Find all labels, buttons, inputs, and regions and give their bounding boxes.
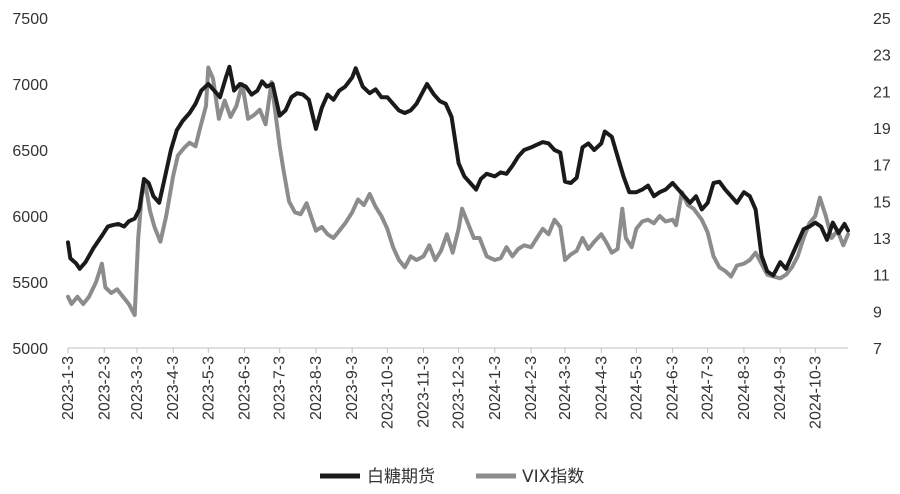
- right-axis-tick-label: 25: [873, 11, 891, 28]
- right-y-axis: 7 9 11 13 15 17 19 21 23 25: [873, 11, 891, 358]
- right-axis-tick-label: 11: [873, 268, 890, 285]
- x-axis-tick-label: 2024-8-3: [736, 356, 753, 420]
- x-axis-tick-label: 2023-8-3: [308, 356, 325, 420]
- left-axis-tick-label: 7500: [12, 11, 48, 28]
- x-axis-tick-label: 2024-3-3: [557, 356, 574, 420]
- left-axis-tick-label: 6500: [12, 143, 48, 160]
- x-axis-tick-label: 2023-6-3: [237, 356, 254, 420]
- x-axis-tick-label: 2023-3-3: [129, 356, 146, 420]
- x-axis-tick-label: 2024-9-3: [772, 356, 789, 420]
- right-axis-tick-label: 17: [873, 158, 891, 175]
- vix-index-line: [66, 65, 850, 317]
- left-axis-tick-label: 5000: [12, 341, 48, 358]
- x-axis-tick-label: 2023-5-3: [200, 356, 217, 420]
- x-axis-tick-label: 2023-7-3: [272, 356, 289, 420]
- right-axis-tick-label: 19: [873, 121, 891, 138]
- x-axis-tick-label: 2023-11-3: [416, 356, 433, 428]
- x-axis-tick-label: 2023-9-3: [344, 356, 361, 420]
- legend-label: VIX指数: [522, 467, 584, 487]
- left-axis-tick-label: 7000: [12, 77, 48, 94]
- legend: 白糖期货 VIX指数: [320, 467, 584, 487]
- x-axis-tick-label: 2024-1-3: [487, 356, 504, 420]
- x-axis-tick-label: 2023-1-3: [60, 356, 77, 420]
- x-axis-tick-label: 2024-2-3: [523, 356, 540, 420]
- series-layer: [66, 64, 850, 317]
- x-axis-tick-label: 2024-7-3: [700, 356, 717, 420]
- right-axis-tick-label: 7: [873, 341, 882, 358]
- legend-label: 白糖期货: [367, 467, 435, 487]
- right-axis-tick-label: 23: [873, 48, 891, 65]
- x-axis-tick-label: 2024-5-3: [628, 356, 645, 420]
- right-axis-tick-label: 13: [873, 231, 891, 248]
- sugar-futures-line: [66, 64, 850, 278]
- x-axis-tick-label: 2023-4-3: [165, 356, 182, 420]
- left-axis-tick-label: 6000: [12, 209, 48, 226]
- right-axis-tick-label: 15: [873, 194, 891, 211]
- x-axis-tick-label: 2024-10-3: [807, 356, 824, 429]
- x-axis-tick-label: 2023-10-3: [379, 356, 396, 429]
- right-axis-tick-label: 9: [873, 304, 882, 321]
- right-axis-tick-label: 21: [873, 84, 891, 101]
- x-axis: 2023-1-3 2023-2-3 2023-3-3 2023-4-3 2023-5-3…: [60, 347, 848, 429]
- x-axis-tick-label: 2023-12-3: [451, 356, 468, 429]
- left-y-axis: 5000 5500 6000 6500 7000 7500: [12, 11, 48, 358]
- left-axis-tick-label: 5500: [12, 275, 48, 292]
- x-axis-tick-label: 2024-6-3: [665, 356, 682, 420]
- x-axis-tick-label: 2023-2-3: [96, 356, 113, 420]
- x-axis-tick-label: 2024-4-3: [593, 356, 610, 420]
